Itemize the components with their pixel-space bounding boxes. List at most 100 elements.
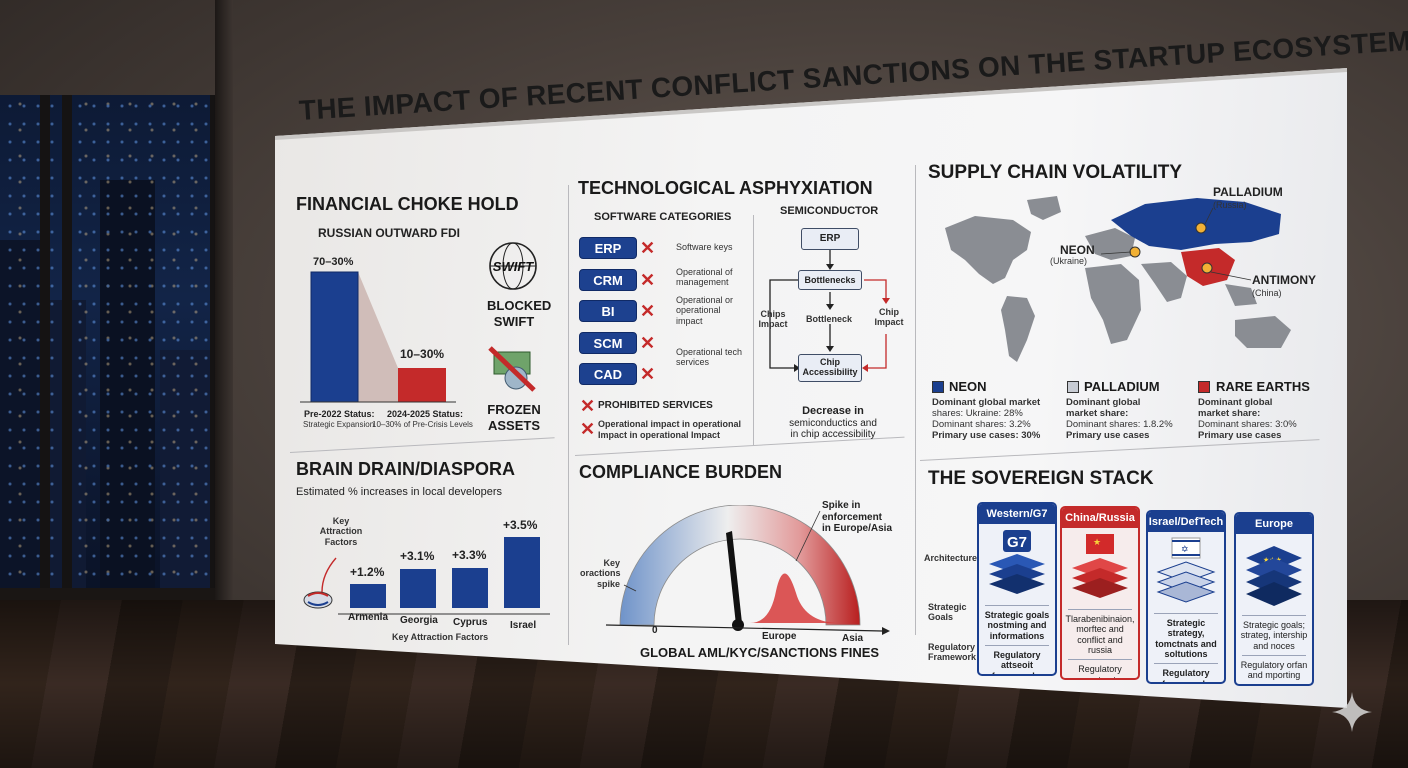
china-flag-icon xyxy=(1086,534,1114,554)
rare-earths-legend-swatch xyxy=(1198,381,1210,393)
card-china-russia: China/Russia ★ Tlarabenibinaion, morftec… xyxy=(1060,506,1140,680)
flow-chip-access-box: Chip Accessibility xyxy=(798,354,862,382)
bar-israel-value: +3.5% xyxy=(503,518,538,532)
brain-drain-heading: BRAIN DRAIN/DIASPORA xyxy=(296,459,516,479)
blocked-swift-label: BLOCKED SWIFT xyxy=(487,298,552,329)
flow-chips-impact: Chips Impact xyxy=(758,309,788,330)
antimony-marker xyxy=(1201,262,1213,274)
antimony-map-label: ANTIMONY xyxy=(1252,273,1316,287)
australia-shape xyxy=(1235,316,1291,348)
swift-icon-text: SWIFT xyxy=(493,259,534,274)
fdi-bar2-label-top: 2024-2025 Status: xyxy=(387,409,464,419)
bar-georgia-label: Georgia xyxy=(400,615,438,626)
palladium-map-sub: (Russia) xyxy=(1213,200,1247,210)
financial-heading: FINANCIAL CHOKE HOLD xyxy=(296,194,519,214)
eu-stack-icon: ★★★ xyxy=(1246,546,1302,606)
x-icon: ✕ xyxy=(640,301,656,321)
palladium-legend-text: Dominant global market share: Dominant s… xyxy=(1066,397,1173,441)
russia-shape xyxy=(1111,198,1281,250)
software-desc-erp: Software keys xyxy=(676,242,733,252)
op-impact-line2: Impact in operational Impact xyxy=(598,430,721,440)
svg-text:G7: G7 xyxy=(1007,534,1027,551)
software-pill-crm: CRM xyxy=(579,269,637,291)
israel-stack-icon: ✡ xyxy=(1156,537,1216,603)
flow-erp-box: ERP xyxy=(801,228,859,250)
neon-legend-title: NEON xyxy=(949,379,987,394)
svg-text:✡: ✡ xyxy=(1181,545,1189,555)
semiconductor-heading: SEMICONDUCTOR xyxy=(780,205,879,217)
bar-armenia-value: +1.2% xyxy=(350,565,385,579)
semiconductor-flow-diagram xyxy=(769,250,890,372)
card-western-g7: Western/G7 G7 Strategic goals nostming a… xyxy=(977,502,1057,676)
swift-globe-icon: SWIFT xyxy=(489,242,537,290)
brain-drain-bar-chart xyxy=(303,537,550,615)
palladium-legend-swatch xyxy=(1067,381,1079,393)
key-factors-axis: Key Attraction Factors xyxy=(392,632,489,642)
bar-armenia-label: Armenia xyxy=(348,612,389,623)
neon-legend-swatch xyxy=(932,381,944,393)
software-heading: SOFTWARE CATEGORIES xyxy=(594,211,732,223)
software-desc-crm: Operational of management xyxy=(676,267,733,288)
neon-map-label: NEON xyxy=(1060,243,1095,257)
palladium-map-label: PALLADIUM xyxy=(1213,185,1283,199)
row-strategic-goals: Strategic Goals xyxy=(928,602,967,623)
bar-georgia-value: +3.1% xyxy=(400,549,435,563)
neon-marker xyxy=(1129,246,1141,258)
x-icon: ✕ xyxy=(580,396,596,416)
software-desc-bi: Operational or operational impact xyxy=(676,295,734,326)
compliance-heading: COMPLIANCE BURDEN xyxy=(579,462,783,482)
antimony-map-sub: (China) xyxy=(1252,288,1282,298)
brain-drain-subtitle: Estimated % increases in local developer… xyxy=(296,486,503,498)
compliance-gauge xyxy=(605,505,890,635)
row-architecture: Architecture xyxy=(924,553,978,563)
enforcement-spike xyxy=(750,573,836,623)
rare-earths-legend-title: RARE EARTHS xyxy=(1216,379,1310,394)
gauge-axis-asia: Asia xyxy=(842,633,864,644)
fdi-subtitle: RUSSIAN OUTWARD FDI xyxy=(318,226,460,240)
europe-shape xyxy=(1085,228,1135,260)
palladium-legend-title: PALLADIUM xyxy=(1084,379,1160,394)
bar-cyprus xyxy=(452,568,488,608)
key-actions-callout: Key oractions spike xyxy=(580,558,621,589)
fdi-bar-chart xyxy=(300,271,456,403)
software-pill-cad: CAD xyxy=(579,363,637,385)
fdi-decline-wedge xyxy=(358,272,398,402)
fdi-bar1-label-top: Pre-2022 Status: xyxy=(304,409,375,419)
fdi-bar2-label-bottom: 10–30% of Pre-Crisis Levels xyxy=(372,420,473,429)
card-europe: Europe ★★★ Strategic goals; strateg, int… xyxy=(1234,512,1314,686)
semiconductor-caption: Decrease in semiconductics and in chip a… xyxy=(789,405,877,441)
fdi-bar-2024 xyxy=(398,368,446,402)
flow-bottleneck-label: Bottleneck xyxy=(806,314,853,324)
palladium-marker xyxy=(1195,222,1207,234)
world-map xyxy=(945,196,1291,362)
g7-stack-icon: G7 xyxy=(989,530,1045,594)
svg-text:★: ★ xyxy=(1093,538,1101,548)
bar-armenia xyxy=(350,584,386,608)
flow-bottlenecks-box: Bottlenecks xyxy=(798,270,862,290)
row-regulatory-framework: Regulatory Framework xyxy=(928,642,977,663)
op-impact-line1: Operational impact in operational xyxy=(598,419,742,429)
compliance-caption: GLOBAL AML/KYC/SANCTIONS FINES xyxy=(640,645,880,660)
north-america-shape xyxy=(945,216,1031,284)
frozen-assets-icon xyxy=(488,346,536,392)
neon-legend-text: Dominant global market shares: Ukraine: … xyxy=(932,397,1041,441)
bar-israel-label: Israel xyxy=(510,620,537,631)
x-icon: ✕ xyxy=(640,333,656,353)
city-window xyxy=(0,95,222,600)
fdi-bar1-label-bottom: Strategic Expansion xyxy=(303,420,375,429)
spike-callout: Spike in enforcement in Europe/Asia xyxy=(822,500,893,534)
bar-cyprus-value: +3.3% xyxy=(452,548,487,562)
rare-earths-legend-text: Dominant global market share: Dominant s… xyxy=(1198,397,1297,441)
south-america-shape xyxy=(1001,296,1035,362)
gauge-arc xyxy=(619,505,861,626)
china-russia-stack-icon: ★ xyxy=(1072,534,1128,598)
fdi-bar2-value: 10–30% xyxy=(400,347,445,361)
fdi-bar1-value: 70–30% xyxy=(313,256,354,268)
africa-shape xyxy=(1085,264,1141,344)
bar-georgia xyxy=(400,569,436,608)
x-icon: ✕ xyxy=(640,364,656,384)
software-pill-erp: ERP xyxy=(579,237,637,259)
prohibited-services: PROHIBITED SERVICES xyxy=(598,400,713,411)
frozen-assets-label: FROZEN ASSETS xyxy=(487,402,541,433)
supply-heading: SUPPLY CHAIN VOLATILITY xyxy=(928,162,1183,183)
